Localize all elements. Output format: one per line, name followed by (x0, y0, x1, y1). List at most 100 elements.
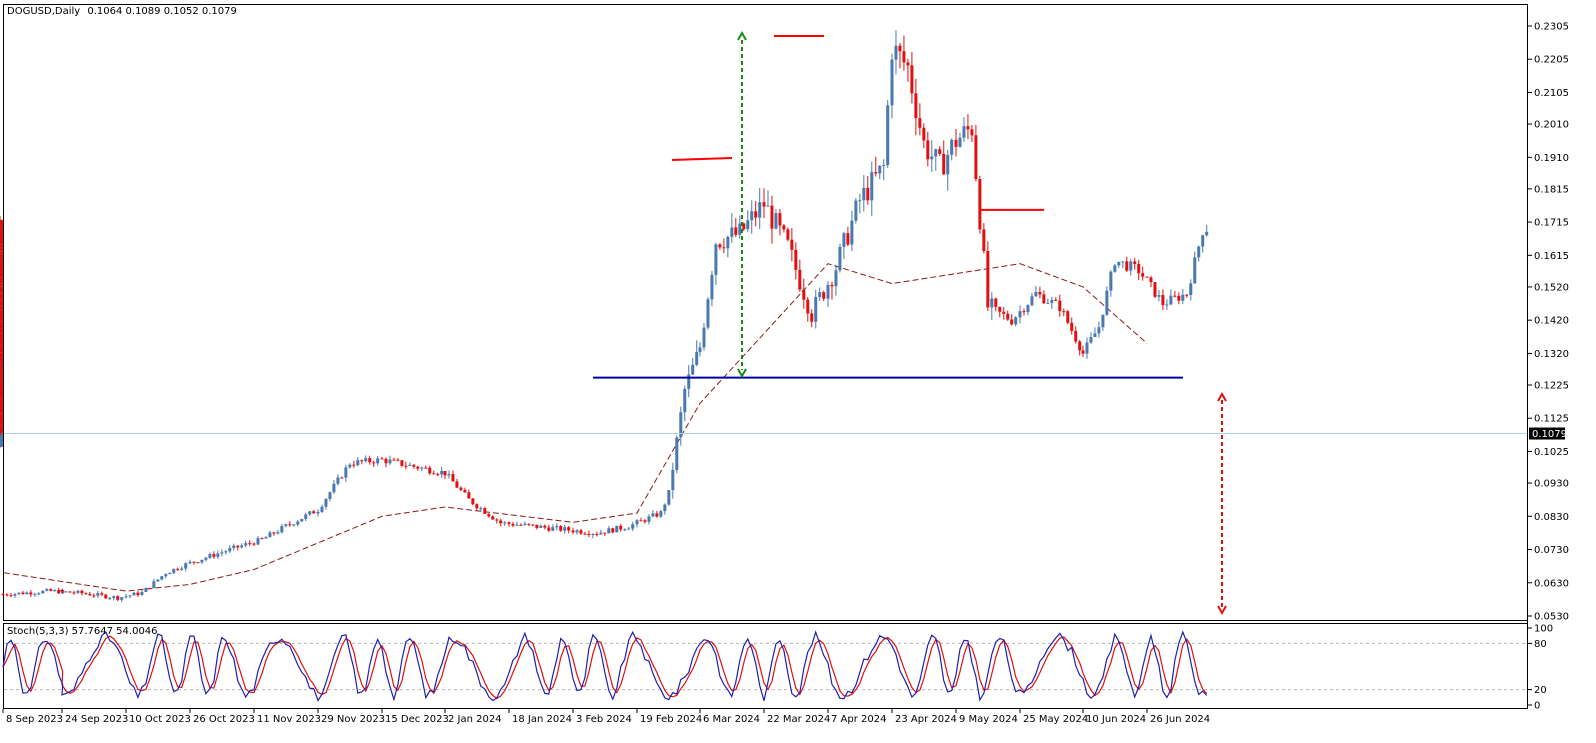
candle-body (13, 593, 17, 596)
candle-body (902, 51, 906, 63)
candle-body (140, 592, 144, 596)
candle-body (96, 593, 100, 596)
candle-body (316, 511, 320, 514)
candle-body (0, 247, 3, 252)
candle-body (180, 568, 184, 570)
candle-body (144, 587, 148, 593)
candle-body (388, 459, 392, 464)
candle-body (786, 229, 790, 240)
price-axis-label: 0.1225 (1534, 380, 1569, 391)
candle-body (938, 149, 942, 154)
candle-body (986, 251, 990, 308)
price-axis-label: 0.2010 (1534, 120, 1569, 131)
candle-body (742, 223, 746, 230)
candle-body (671, 469, 675, 491)
candle-body (970, 129, 974, 136)
candle-body (910, 65, 914, 94)
candle-body (770, 205, 774, 229)
candle-body (392, 459, 396, 461)
candle-body (870, 172, 874, 201)
candle-body (60, 589, 64, 592)
candle-body (176, 568, 180, 570)
candle-body (687, 374, 691, 389)
candle-body (37, 593, 41, 595)
date-axis-label: 26 Jun 2024 (1150, 714, 1210, 725)
candle-body (778, 213, 782, 226)
candle-body (1173, 295, 1177, 297)
candle-body (611, 528, 615, 533)
candle-body (603, 532, 607, 534)
candle-body (436, 474, 440, 476)
candle-body (647, 516, 651, 522)
candle-body (1193, 257, 1197, 284)
candle-body (0, 333, 3, 346)
candle-body (0, 283, 3, 287)
candle-body (914, 93, 918, 119)
candle-body (635, 520, 639, 525)
candle-body (0, 428, 3, 434)
candle-body (0, 299, 3, 306)
candle-body (236, 545, 240, 548)
candle-body (858, 200, 862, 202)
date-axis-label: 26 Oct 2023 (193, 714, 255, 725)
candle-body (280, 526, 284, 533)
candle-body (850, 220, 854, 245)
date-axis-label: 23 Apr 2024 (895, 714, 957, 725)
candle-body (372, 462, 376, 464)
candle-body (495, 519, 499, 521)
candle-body (248, 543, 252, 545)
candle-body (296, 521, 300, 525)
candle-body (1026, 305, 1030, 313)
candle-body (874, 172, 878, 174)
candle-body (1034, 292, 1038, 297)
candle-body (1046, 302, 1050, 304)
candle-body (368, 458, 372, 463)
candle-body (802, 289, 806, 300)
candle-body (926, 140, 930, 160)
candle-body (0, 260, 3, 272)
candle-body (1, 594, 5, 596)
candle-body (475, 504, 479, 509)
candle-body (292, 524, 296, 526)
date-axis-label: 18 Jan 2024 (512, 714, 572, 725)
candle-body (651, 513, 655, 517)
candle-body (810, 313, 814, 322)
candle-body (1137, 263, 1141, 274)
candle-body (794, 249, 798, 270)
candle-body (1089, 337, 1093, 343)
candle-body (57, 590, 61, 594)
candle-body (5, 594, 9, 596)
price-axis-label: 0.1320 (1534, 349, 1569, 360)
candle-body (539, 525, 543, 528)
candle-body (364, 458, 368, 462)
candle-body (826, 284, 830, 299)
candle-body (750, 211, 754, 221)
candle-body (886, 105, 890, 166)
candle-body (320, 506, 324, 512)
price-axis-label: 0.1520 (1534, 282, 1569, 293)
candle-body (1189, 283, 1193, 296)
candle-body (128, 595, 132, 597)
candle-body (112, 596, 116, 598)
date-axis-label: 6 Mar 2024 (703, 714, 760, 725)
candle-body (519, 524, 523, 526)
candle-body (64, 591, 68, 593)
candle-body (300, 518, 304, 522)
candle-body (571, 530, 575, 533)
candle-body (49, 589, 53, 591)
stoch-main-line (2, 630, 1208, 702)
candle-body (1177, 295, 1181, 301)
candle-body (416, 466, 420, 469)
candle-body (0, 271, 3, 278)
candle-body (344, 467, 348, 478)
candle-body (84, 593, 88, 595)
candle-body (459, 487, 463, 490)
candle-body (1117, 261, 1121, 266)
candle-body (966, 126, 970, 130)
candle-body (726, 236, 730, 249)
candle-body (260, 538, 264, 540)
candle-body (404, 465, 408, 467)
candle-body (1078, 341, 1082, 351)
date-axis-label: 19 Feb 2024 (640, 714, 702, 725)
